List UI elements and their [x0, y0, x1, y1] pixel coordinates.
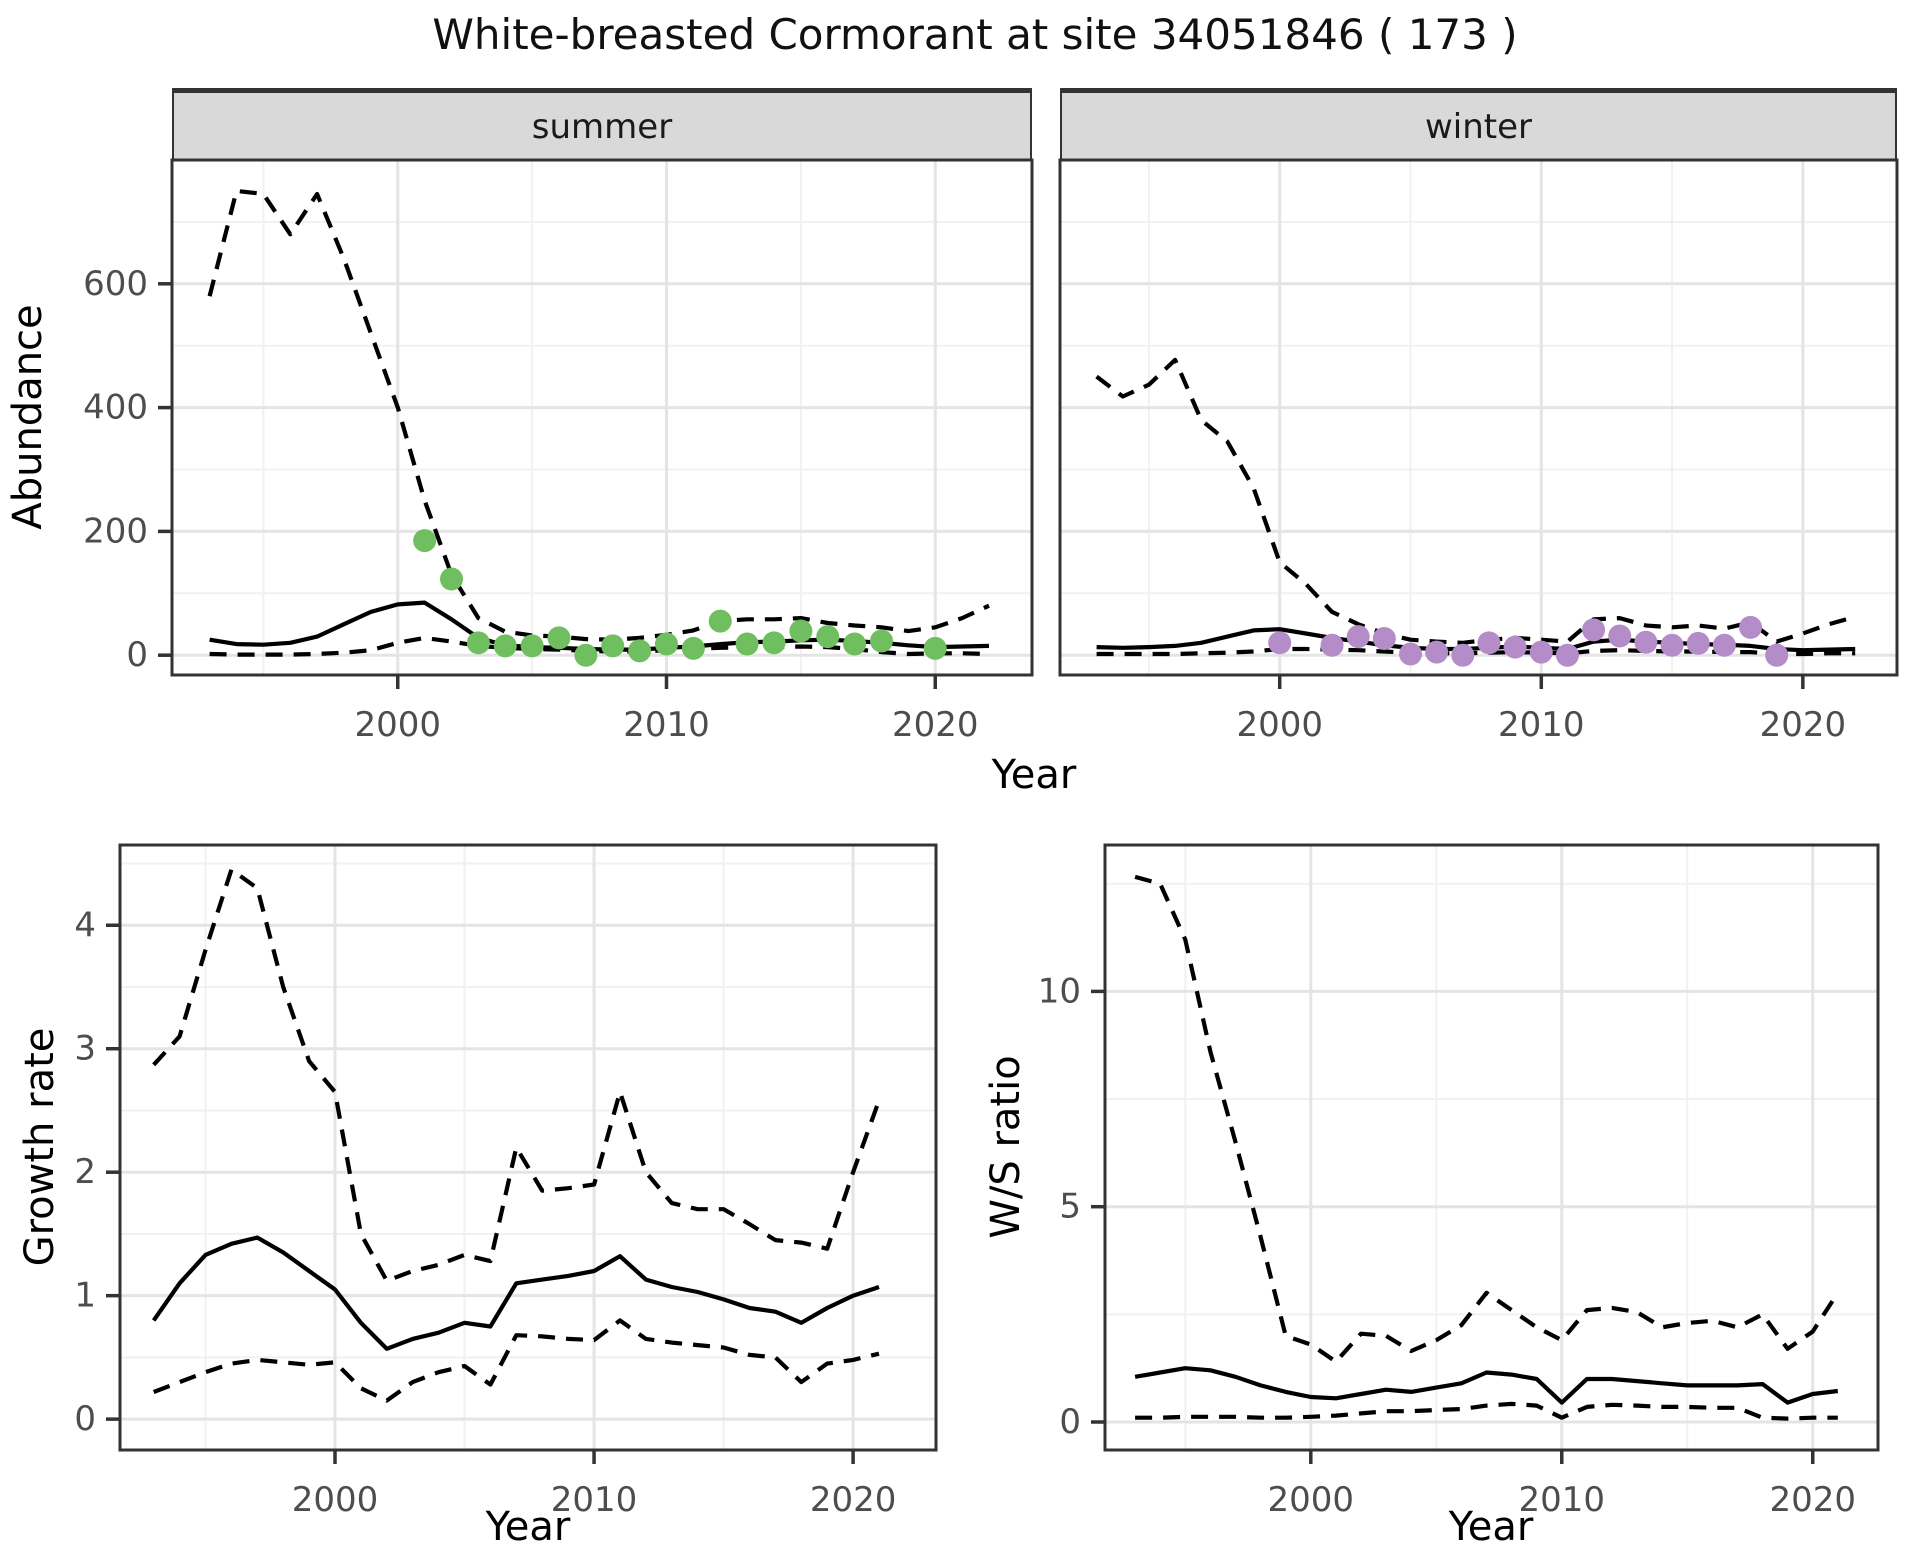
summer-observations	[816, 625, 840, 649]
winter-observations	[1529, 640, 1553, 664]
abundance-summer-y-tick-label: 0	[126, 635, 148, 675]
growth-rate-mean-line	[151, 1235, 880, 1351]
summer-observations	[923, 636, 947, 660]
ws-ratio-lower_ci-line	[1135, 1401, 1838, 1421]
winter-observations	[1320, 633, 1344, 657]
abundance-summer-y-tick-label: 400	[83, 388, 148, 428]
summer-observations	[735, 632, 759, 656]
winter-observations	[1372, 626, 1396, 650]
growth-rate-y-tick-label: 4	[74, 905, 96, 945]
x-axis-title-year-growth: Year	[485, 1504, 571, 1550]
winter-observations	[1712, 633, 1736, 657]
growth-rate-x-tick-label: 2000	[292, 1480, 379, 1520]
facet-strip-winter: winter	[1060, 88, 1897, 160]
abundance-winter-x-tick-label: 2020	[1760, 705, 1847, 745]
x-axis-title-year-top: Year	[991, 752, 1077, 798]
winter-observations	[1451, 643, 1475, 667]
winter-observations	[1608, 624, 1632, 648]
growth-rate-x-tick-label: 2020	[810, 1480, 897, 1520]
summer-observations	[574, 643, 598, 667]
abundance-summer-x-tick-label: 2020	[892, 705, 979, 745]
ws-ratio-y-tick-label: 0	[1059, 1402, 1081, 1442]
summer-observations	[413, 529, 437, 553]
plot-title: White-breasted Cormorant at site 3405184…	[432, 10, 1518, 59]
summer-observations	[440, 567, 463, 591]
abundance-summer-upper_ci-line	[207, 188, 990, 642]
winter-observations	[1739, 615, 1763, 639]
growth-rate-y-tick-label: 3	[74, 1029, 96, 1069]
ws-ratio-upper_ci-line	[1134, 874, 1840, 1364]
ws-ratio-y-tick-label: 10	[1038, 971, 1081, 1011]
ws-ratio-x-tick-label: 2020	[1769, 1480, 1856, 1520]
ws-ratio-x-tick-label: 2010	[1519, 1480, 1606, 1520]
facet-strip-winter-label: winter	[1424, 106, 1533, 147]
winter-observations	[1634, 630, 1658, 654]
winter-observations	[1477, 631, 1501, 655]
summer-observations	[466, 631, 490, 655]
facet-strip-summer-label: summer	[531, 106, 673, 147]
abundance-winter-upper_ci-line	[1095, 357, 1856, 645]
facet-strip-summer: summer	[172, 88, 1032, 160]
summer-observations	[789, 619, 813, 643]
panel-ws-ratio: 2000 2010 2020 0 5 10	[1038, 843, 1880, 1520]
abundance-summer-y-tick-label: 600	[83, 264, 148, 304]
summer-observations	[493, 634, 517, 658]
winter-observations	[1660, 633, 1684, 657]
winter-observations	[1346, 625, 1370, 649]
growth-rate-y-tick-label: 2	[74, 1152, 96, 1192]
summer-observations	[655, 632, 678, 656]
growth-rate-lower_ci-line	[152, 1318, 880, 1403]
winter-observations	[1555, 643, 1579, 667]
summer-observations	[762, 631, 786, 655]
abundance-summer-y-tick-label: 200	[83, 511, 148, 551]
growth-rate-y-tick-label: 0	[74, 1399, 96, 1439]
summer-observations	[681, 636, 705, 660]
abundance-winter-x-tick-label: 2000	[1236, 705, 1323, 745]
summer-observations	[520, 634, 544, 658]
growth-rate-upper_ci-line	[152, 867, 881, 1283]
abundance-summer-x-tick-label: 2000	[354, 705, 441, 745]
growth-rate-x-tick-label: 2010	[551, 1480, 638, 1520]
summer-observations	[870, 629, 893, 653]
summer-observations	[601, 634, 625, 658]
winter-observations	[1268, 631, 1292, 655]
abundance-winter-x-tick-label: 2010	[1498, 705, 1585, 745]
winter-observations	[1765, 643, 1789, 667]
ws-ratio-x-tick-label: 2000	[1268, 1480, 1355, 1520]
summer-observations	[628, 639, 652, 663]
growth-rate-y-tick-label: 1	[74, 1276, 96, 1316]
winter-observations	[1425, 640, 1449, 664]
abundance-summer-x-tick-label: 2010	[623, 705, 710, 745]
summer-observations	[547, 626, 571, 650]
winter-observations	[1686, 631, 1710, 655]
panel-growth-rate: 2000 2010 2020 0 1 2 3 4	[74, 843, 938, 1520]
ws-ratio-mean-line	[1134, 1366, 1839, 1405]
panel-abundance-winter: 2000 2010 2020	[1058, 158, 1899, 745]
ws-ratio-y-tick-label: 5	[1059, 1187, 1081, 1227]
x-axis-title-year-ws: Year	[1448, 1504, 1534, 1550]
winter-observations	[1503, 635, 1527, 659]
winter-observations	[1398, 642, 1422, 666]
summer-observations	[843, 632, 867, 656]
winter-observations	[1582, 618, 1606, 642]
summer-observations	[708, 609, 732, 633]
panel-abundance-summer: 2000 2010 2020 0 200 400 600	[83, 158, 1034, 745]
